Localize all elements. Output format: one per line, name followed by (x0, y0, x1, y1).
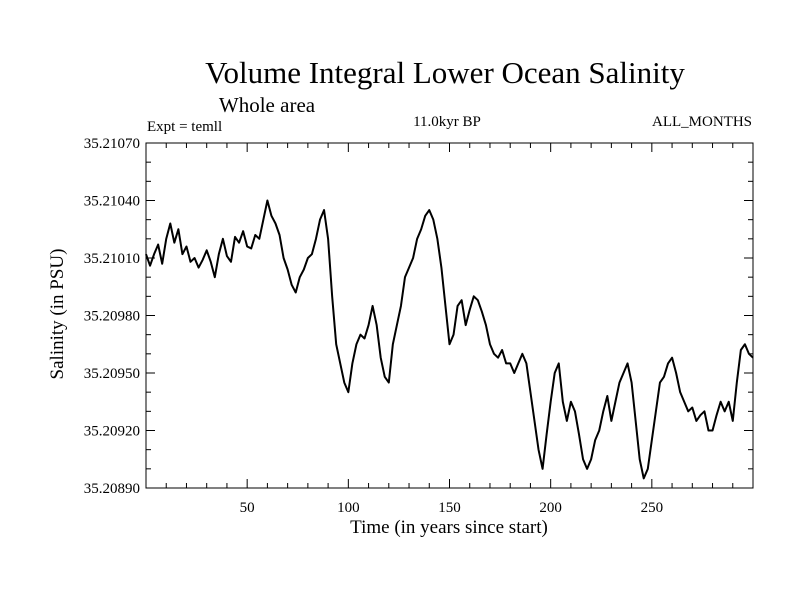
series-layer (145, 199, 754, 480)
series-line (145, 199, 754, 480)
y-tick-label: 35.21010 (84, 251, 140, 267)
x-tick-label: 200 (539, 500, 562, 516)
plot-frame (145, 142, 754, 489)
chart-subtitle: Whole area (219, 93, 316, 117)
y-tick-label: 35.21040 (84, 194, 140, 210)
x-tick-label: 150 (438, 500, 461, 516)
x-tick-label: 50 (240, 500, 255, 516)
chart-title: Volume Integral Lower Ocean Salinity (205, 55, 685, 90)
y-tick-label: 35.20950 (84, 366, 140, 382)
x-tick-label: 100 (337, 500, 360, 516)
y-tick-label: 35.21070 (84, 136, 140, 152)
x-axis-label: Time (in years since start) (350, 517, 548, 538)
period-label: 11.0kyr BP (413, 114, 481, 130)
y-tick-label: 35.20920 (84, 424, 140, 440)
y-tick-label: 35.20980 (84, 309, 140, 325)
y-axis-label: Salinity (in PSU) (47, 249, 68, 380)
months-label: ALL_MONTHS (652, 114, 752, 130)
y-axis: 35.20890 35.20920 35.20950 35.20980 35.21010… (84, 136, 753, 497)
experiment-label: Expt = temll (147, 119, 222, 135)
x-axis: 50 100 150 200 250 (165, 143, 734, 516)
x-tick-label: 250 (641, 500, 664, 516)
y-tick-label: 35.20890 (84, 481, 140, 497)
